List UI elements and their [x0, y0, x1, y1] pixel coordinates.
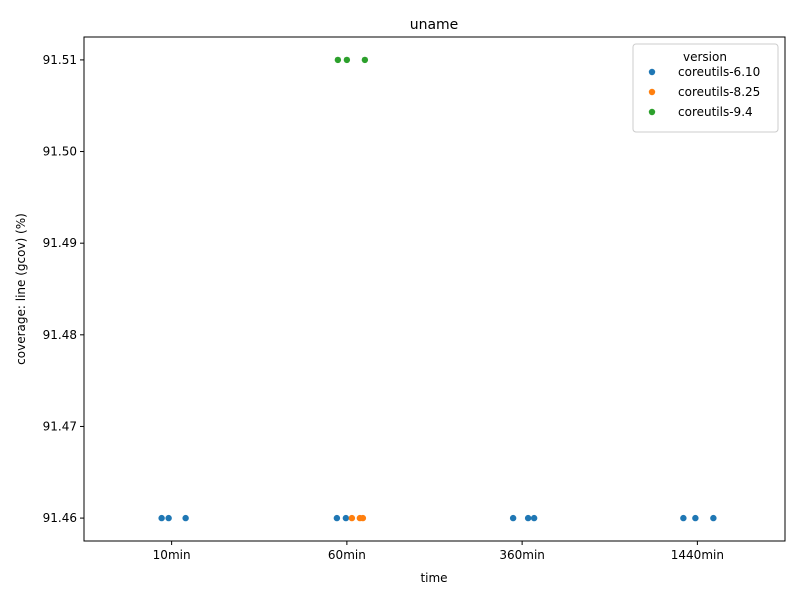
data-point	[530, 514, 538, 522]
y-tick-label: 91.48	[43, 328, 77, 342]
legend-label: coreutils-6.10	[678, 65, 760, 79]
data-points	[158, 56, 717, 522]
legend-entries: coreutils-6.10 coreutils-8.25 coreutils-9.…	[648, 65, 760, 119]
x-tick-label: 360min	[499, 548, 545, 562]
legend-title: version	[683, 50, 727, 64]
x-tick-label: 1440min	[671, 548, 724, 562]
plot-area	[83, 36, 786, 542]
data-point	[361, 56, 369, 64]
legend-marker	[648, 68, 656, 76]
y-tick-label: 91.51	[43, 53, 77, 67]
y-tick-label: 91.49	[43, 236, 77, 250]
y-axis: 91.46 91.47 91.48 91.49 91.50 91.51	[43, 53, 84, 525]
data-point	[509, 514, 517, 522]
data-point	[165, 514, 172, 522]
data-point	[158, 514, 165, 522]
y-tick-label: 91.47	[43, 419, 77, 433]
y-tick-label: 91.46	[43, 511, 77, 525]
legend-marker	[648, 108, 656, 116]
data-point	[342, 514, 350, 522]
data-point	[334, 56, 342, 64]
legend-marker	[648, 88, 656, 96]
data-point	[333, 514, 341, 522]
x-axis-label: time	[420, 571, 447, 585]
legend: version coreutils-6.10coreutils-8.25core…	[632, 43, 779, 133]
data-point	[182, 514, 189, 522]
legend-label: coreutils-9.4	[678, 105, 753, 119]
y-tick-label: 91.50	[43, 145, 77, 159]
data-point	[343, 56, 351, 64]
y-axis-label: coverage: line (gcov) (%)	[14, 213, 28, 365]
data-point	[524, 514, 532, 522]
x-tick-label: 60min	[328, 548, 366, 562]
legend-label: coreutils-8.25	[678, 85, 760, 99]
data-point	[348, 514, 356, 522]
x-axis: 10min 60min 360min 1440min	[153, 541, 724, 562]
x-tick-label: 10min	[153, 548, 191, 562]
chart-title: uname	[410, 17, 459, 33]
legend-box	[632, 43, 779, 133]
data-point	[692, 514, 699, 522]
data-point	[680, 514, 687, 522]
data-point	[710, 514, 717, 522]
data-point	[359, 514, 367, 522]
